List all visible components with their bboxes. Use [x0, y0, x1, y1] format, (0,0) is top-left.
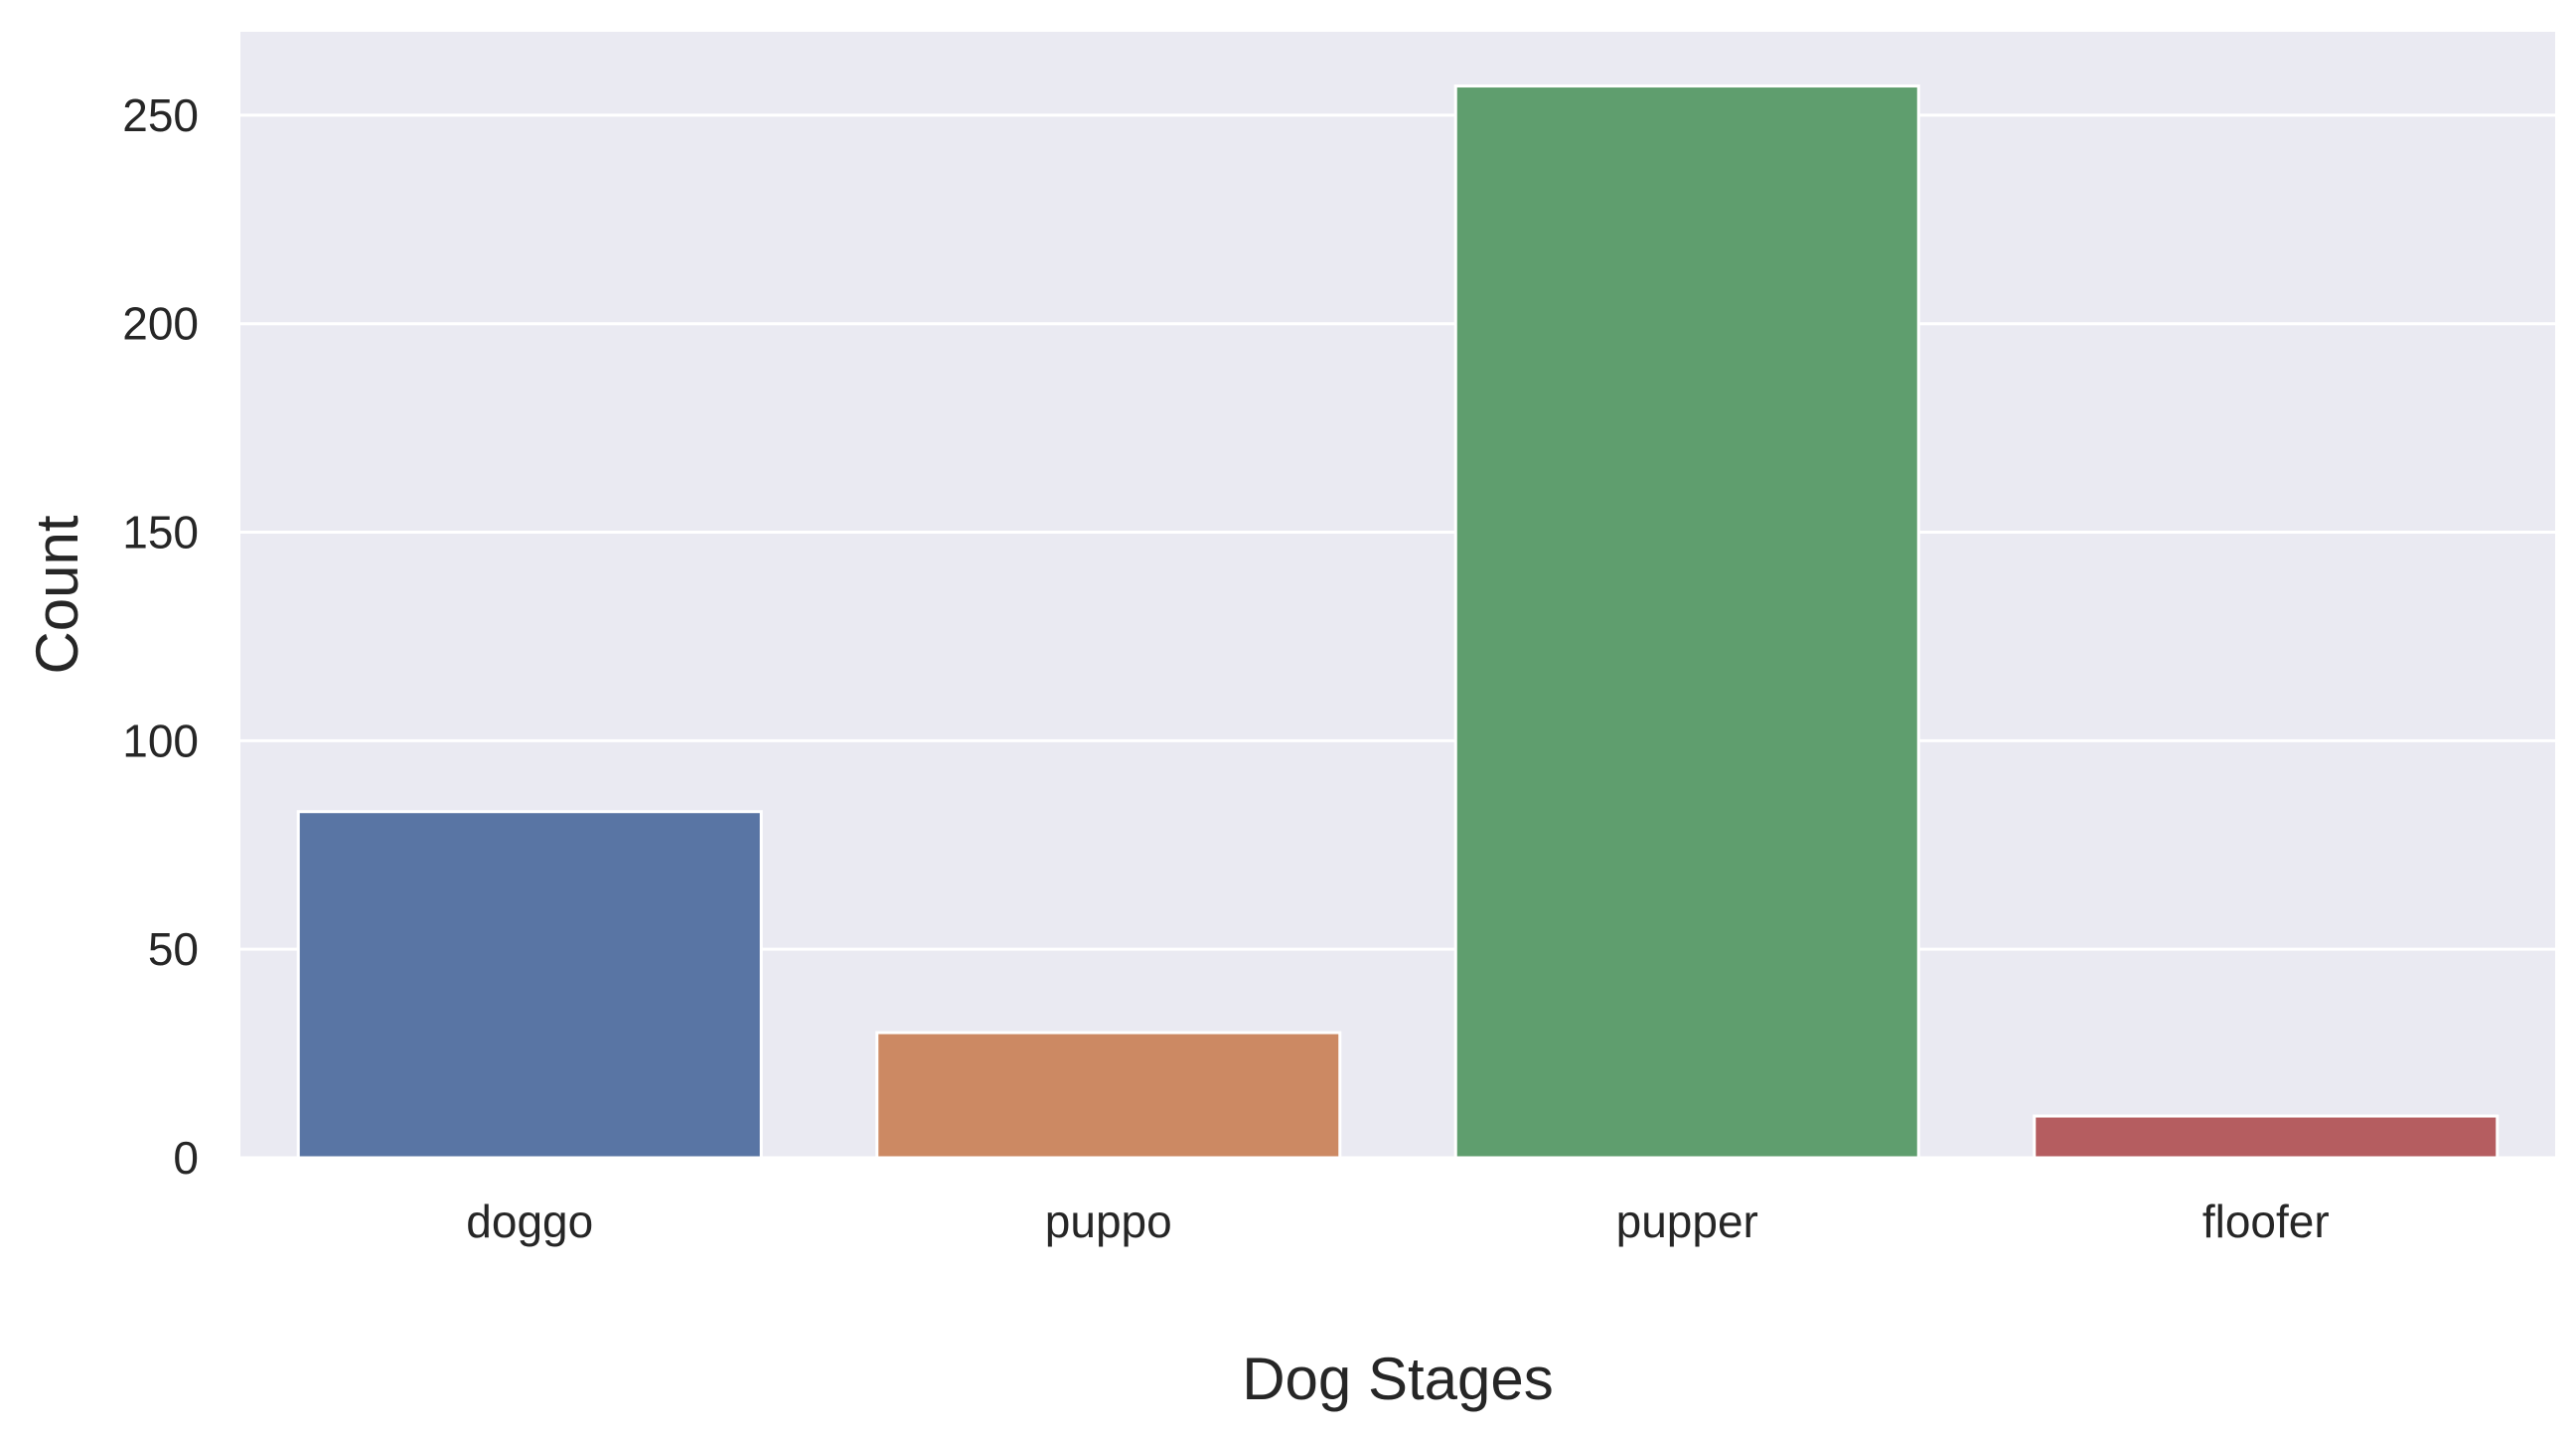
- bar-doggo: [296, 810, 763, 1160]
- x-tick-label-puppo: puppo: [1045, 1196, 1172, 1247]
- x-axis-title: Dog Stages: [1242, 1346, 1554, 1412]
- y-tick-label: 100: [122, 715, 199, 766]
- x-tick-labels: doggo puppo pupper floofer: [466, 1196, 2329, 1247]
- y-tick-labels: 0 50 100 150 200 250: [122, 89, 199, 1184]
- y-tick-label: 250: [122, 89, 199, 141]
- bar-floofer: [2033, 1114, 2500, 1160]
- y-tick-label: 200: [122, 298, 199, 350]
- x-tick-label-doggo: doggo: [466, 1196, 593, 1247]
- bar-pupper: [1453, 84, 1920, 1160]
- bar-puppo: [875, 1031, 1342, 1160]
- x-tick-label-pupper: pupper: [1616, 1196, 1758, 1247]
- y-tick-label: 50: [148, 923, 199, 975]
- y-tick-label: 150: [122, 507, 199, 559]
- x-tick-label-floofer: floofer: [2202, 1196, 2330, 1247]
- bars: [296, 84, 2500, 1160]
- y-axis-title: Count: [24, 515, 90, 674]
- y-tick-label: 0: [173, 1132, 199, 1184]
